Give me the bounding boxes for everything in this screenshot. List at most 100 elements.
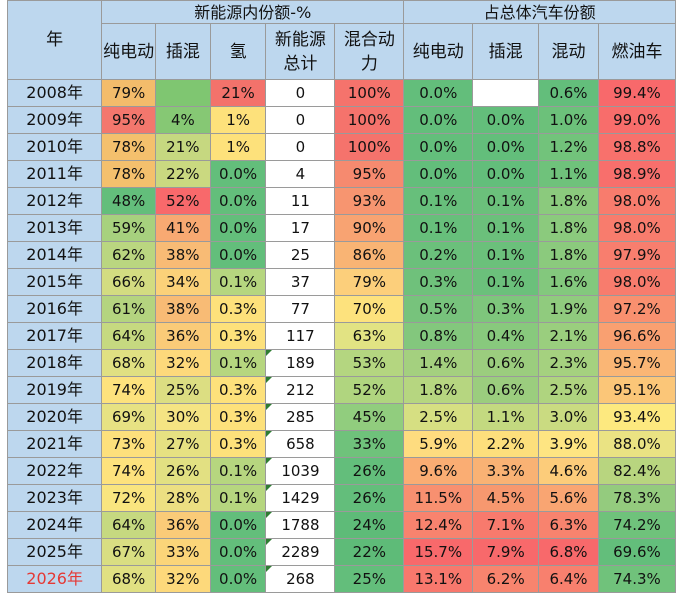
table-row: 2014年 62% 38% 0.0% 25 86% 0.2% 0.1% 1.8% 97.9%: [6, 241, 677, 269]
comment-flag-icon: [266, 512, 273, 518]
total-hev-share-cell: 3.0%: [538, 403, 599, 431]
ev-share-cell: 74%: [101, 376, 156, 404]
year-cell: 2025年: [6, 538, 103, 566]
total-ev-share-cell: 0.2%: [403, 241, 474, 269]
total-phev-share-cell: 0.1%: [472, 268, 540, 296]
phev-share-cell: 21%: [154, 133, 211, 161]
ev-share-cell: 72%: [101, 484, 156, 512]
year-cell: 2021年: [6, 430, 103, 458]
hydrogen-share-cell: 0.3%: [209, 430, 267, 458]
total-hev-share-cell: 6.4%: [538, 565, 599, 593]
hybrid-share-cell: 26%: [334, 484, 405, 512]
hydrogen-share-cell: 1%: [209, 106, 267, 134]
total-hev-share-cell: 1.8%: [538, 187, 599, 215]
ev-share-cell: 69%: [101, 403, 156, 431]
hydrogen-share-cell: 0.0%: [209, 160, 267, 188]
hybrid-share-cell: 53%: [334, 349, 405, 377]
hydrogen-share-cell: 0.3%: [209, 403, 267, 431]
total-ice-share-cell: 97.9%: [597, 241, 677, 269]
total-hev-share-cell: 1.0%: [538, 106, 599, 134]
hybrid-share-cell: 22%: [334, 538, 405, 566]
total-ev-share-cell: 0.0%: [403, 79, 474, 107]
phev-share-cell: 36%: [154, 322, 211, 350]
hydrogen-share-cell: 1%: [209, 133, 267, 161]
nev-total-cell: 189: [265, 349, 336, 377]
ev-share-cell: 64%: [101, 511, 156, 539]
phev-share-cell: 28%: [154, 484, 211, 512]
nev-total-value: 658: [286, 435, 315, 453]
total-hev-share-cell: 1.9%: [538, 295, 599, 323]
hydrogen-share-cell: 0.3%: [209, 295, 267, 323]
nev-total-value: 1039: [281, 462, 320, 480]
comment-flag-icon: [266, 350, 273, 356]
nev-total-cell: 0: [265, 133, 336, 161]
ev-share-cell: 48%: [101, 187, 156, 215]
phev-share-cell: 26%: [154, 457, 211, 485]
total-ice-share-cell: 99.4%: [597, 79, 677, 107]
nev-total-cell: 1429: [265, 484, 336, 512]
year-cell: 2011年: [6, 160, 103, 188]
total-ev-share-cell: 12.4%: [403, 511, 474, 539]
ev-share-cell: 95%: [101, 106, 156, 134]
year-cell: 2022年: [6, 457, 103, 485]
total-hev-share-cell: 2.1%: [538, 322, 599, 350]
year-header: 年: [6, 0, 103, 80]
table-row: 2017年 64% 36% 0.3% 117 63% 0.8% 0.4% 2.1% 96.6%: [6, 322, 677, 350]
hydrogen-share-cell: 0.0%: [209, 241, 267, 269]
total-ice-share-cell: 78.3%: [597, 484, 677, 512]
hybrid-share-cell: 26%: [334, 457, 405, 485]
nev-total-cell: 17: [265, 214, 336, 242]
table-row: 2022年 74% 26% 0.1% 1039 26% 9.6% 3.3% 4.6% 82.4%: [6, 457, 677, 485]
total-ev-share-cell: 13.1%: [403, 565, 474, 593]
comment-flag-icon: [266, 431, 273, 437]
phev-share-cell: 38%: [154, 295, 211, 323]
total-phev-share-cell: 0.1%: [472, 241, 540, 269]
nev-total-cell: 268: [265, 565, 336, 593]
total-hev-share-cell: 6.3%: [538, 511, 599, 539]
total-hev-share-cell: 2.5%: [538, 376, 599, 404]
col-header-nev-total: 新能源总计: [265, 23, 336, 80]
total-ev-share-cell: 15.7%: [403, 538, 474, 566]
phev-share-cell: 32%: [154, 349, 211, 377]
year-cell: 2023年: [6, 484, 103, 512]
ev-share-cell: 62%: [101, 241, 156, 269]
hybrid-share-cell: 95%: [334, 160, 405, 188]
total-ice-share-cell: 82.4%: [597, 457, 677, 485]
total-phev-share-cell: 7.1%: [472, 511, 540, 539]
year-cell: 2009年: [6, 106, 103, 134]
ev-share-cell: 67%: [101, 538, 156, 566]
total-hev-share-cell: 3.9%: [538, 430, 599, 458]
total-phev-share-cell: 0.4%: [472, 322, 540, 350]
hydrogen-share-cell: 0.1%: [209, 268, 267, 296]
col-header-hydrogen: 氢: [209, 23, 267, 80]
total-ev-share-cell: 2.5%: [403, 403, 474, 431]
hydrogen-share-cell: 0.0%: [209, 538, 267, 566]
ev-share-cell: 59%: [101, 214, 156, 242]
phev-share-cell: 4%: [154, 106, 211, 134]
nev-total-cell: 25: [265, 241, 336, 269]
table-row: 2009年 95% 4% 1% 0 100% 0.0% 0.0% 1.0% 99.0%: [6, 106, 677, 134]
total-phev-share-cell: 0.6%: [472, 376, 540, 404]
total-share-group-header: 占总体汽车份额: [403, 0, 676, 24]
hydrogen-share-cell: 0.0%: [209, 565, 267, 593]
nev-total-cell: 658: [265, 430, 336, 458]
nev-total-cell: 0: [265, 79, 336, 107]
table-row: 2026年 68% 32% 0.0% 268 25% 13.1% 6.2% 6.4% 74.3%: [6, 565, 677, 593]
total-phev-share-cell: [472, 79, 540, 107]
nev-total-value: 1788: [281, 516, 320, 534]
hydrogen-share-cell: 0.0%: [209, 187, 267, 215]
ev-share-cell: 79%: [101, 79, 156, 107]
ev-share-cell: 73%: [101, 430, 156, 458]
hybrid-share-cell: 45%: [334, 403, 405, 431]
total-ev-share-cell: 0.1%: [403, 187, 474, 215]
year-cell: 2017年: [6, 322, 103, 350]
total-ev-share-cell: 0.0%: [403, 106, 474, 134]
table-row: 2012年 48% 52% 0.0% 11 93% 0.1% 0.1% 1.8% 98.0%: [6, 187, 677, 215]
hydrogen-share-cell: 0.3%: [209, 376, 267, 404]
phev-share-cell: 32%: [154, 565, 211, 593]
total-ev-share-cell: 0.1%: [403, 214, 474, 242]
total-ice-share-cell: 93.4%: [597, 403, 677, 431]
table-row: 2021年 73% 27% 0.3% 658 33% 5.9% 2.2% 3.9% 88.0%: [6, 430, 677, 458]
total-ice-share-cell: 95.1%: [597, 376, 677, 404]
hybrid-share-cell: 70%: [334, 295, 405, 323]
